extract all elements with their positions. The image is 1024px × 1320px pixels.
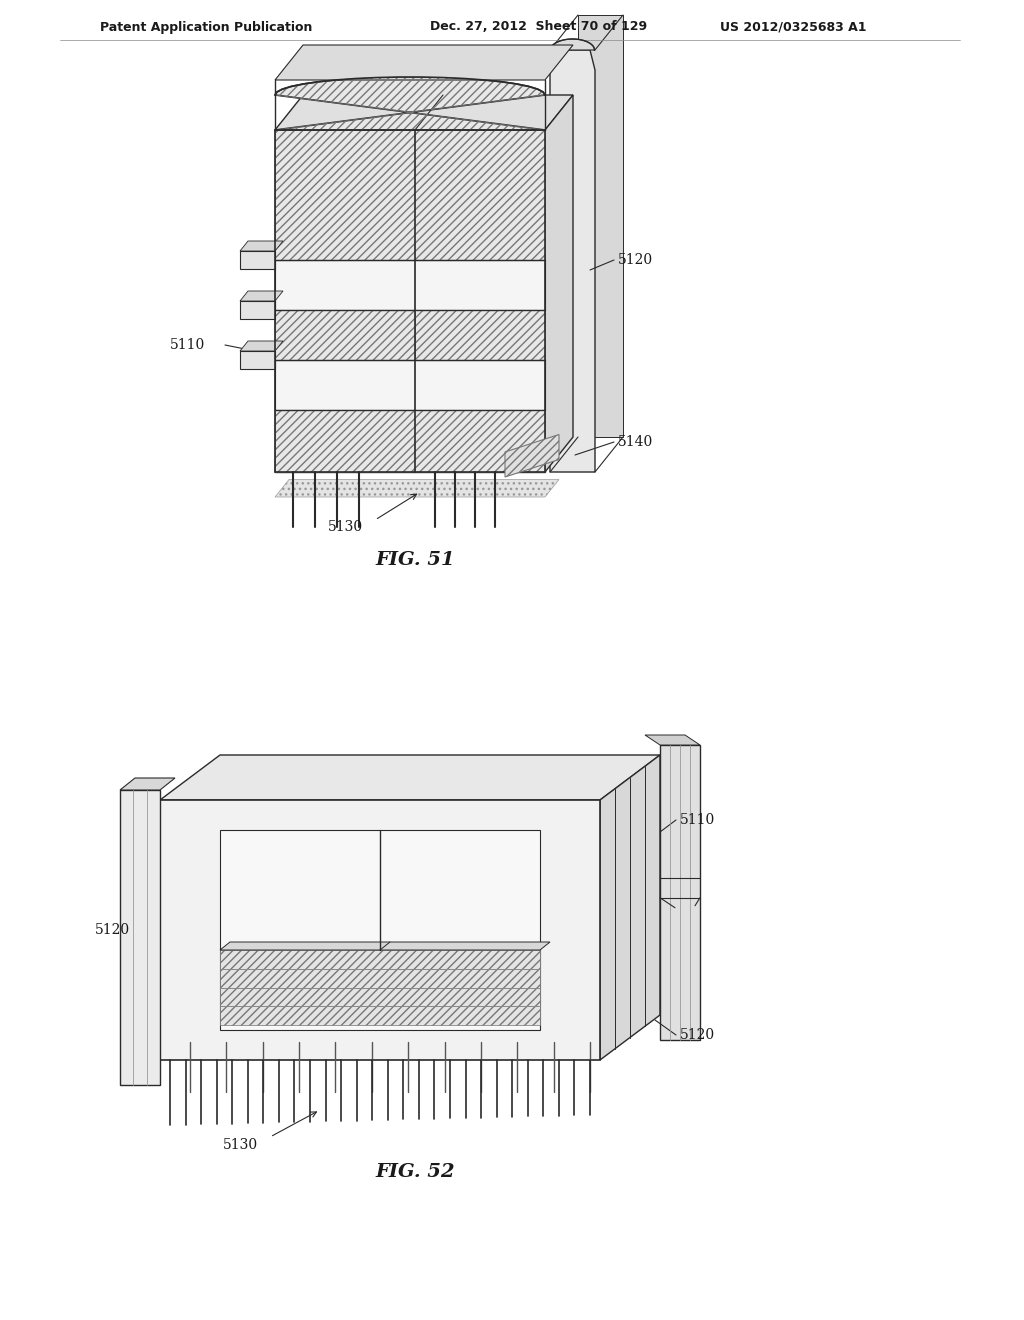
Text: 5110: 5110 xyxy=(680,813,715,828)
Text: 5130: 5130 xyxy=(328,520,362,535)
Text: 5120: 5120 xyxy=(95,923,130,937)
Polygon shape xyxy=(550,50,595,473)
Polygon shape xyxy=(220,942,550,950)
Polygon shape xyxy=(660,744,700,1040)
Polygon shape xyxy=(240,301,275,319)
Polygon shape xyxy=(160,800,600,1060)
Polygon shape xyxy=(275,479,559,498)
Polygon shape xyxy=(545,95,573,473)
Polygon shape xyxy=(120,789,160,1085)
Polygon shape xyxy=(240,242,283,251)
Polygon shape xyxy=(120,777,175,789)
Text: US 2012/0325683 A1: US 2012/0325683 A1 xyxy=(720,21,866,33)
Polygon shape xyxy=(415,310,545,360)
Text: 5110: 5110 xyxy=(170,338,205,352)
Polygon shape xyxy=(275,310,415,360)
Polygon shape xyxy=(240,290,283,301)
Text: 5140: 5140 xyxy=(618,436,653,449)
Polygon shape xyxy=(275,129,545,473)
Text: 5120: 5120 xyxy=(618,253,653,267)
Polygon shape xyxy=(275,260,545,310)
Polygon shape xyxy=(275,360,545,411)
Polygon shape xyxy=(645,735,700,744)
Text: 5130: 5130 xyxy=(222,1138,258,1152)
Polygon shape xyxy=(220,830,540,1030)
Polygon shape xyxy=(160,755,660,800)
Polygon shape xyxy=(600,755,660,1060)
Text: Dec. 27, 2012  Sheet 70 of 129: Dec. 27, 2012 Sheet 70 of 129 xyxy=(430,21,647,33)
Polygon shape xyxy=(240,251,275,269)
Polygon shape xyxy=(275,129,545,260)
Text: 5120: 5120 xyxy=(680,1028,715,1041)
Polygon shape xyxy=(240,351,275,370)
Polygon shape xyxy=(578,15,623,437)
Polygon shape xyxy=(505,434,559,477)
Polygon shape xyxy=(550,40,595,50)
Polygon shape xyxy=(275,411,545,473)
Text: FIG. 52: FIG. 52 xyxy=(375,1163,455,1181)
Polygon shape xyxy=(275,45,573,81)
Text: FIG. 51: FIG. 51 xyxy=(375,550,455,569)
Polygon shape xyxy=(275,95,573,129)
Polygon shape xyxy=(220,950,540,1026)
Polygon shape xyxy=(240,341,283,351)
Polygon shape xyxy=(275,77,545,129)
Text: Patent Application Publication: Patent Application Publication xyxy=(100,21,312,33)
